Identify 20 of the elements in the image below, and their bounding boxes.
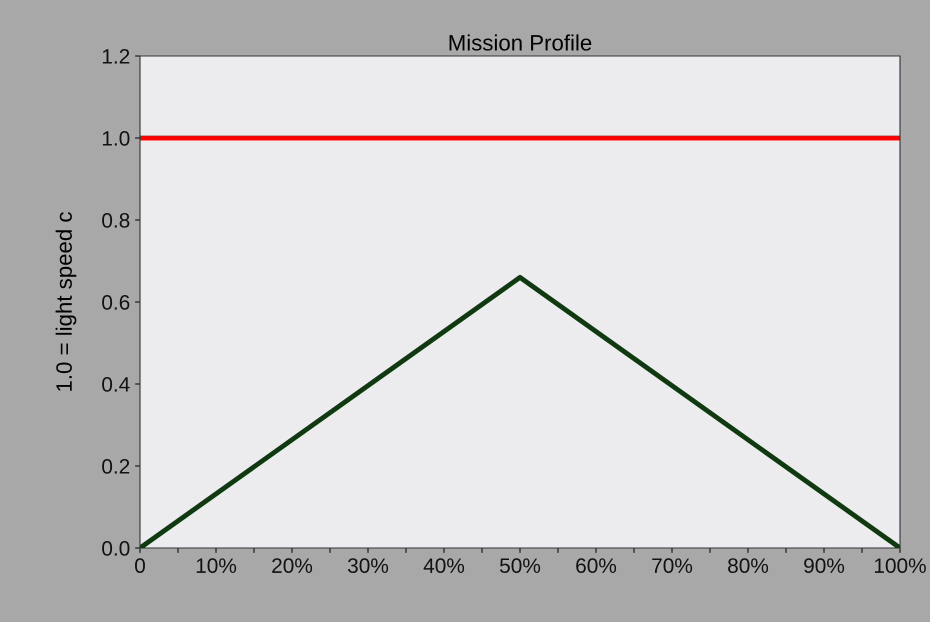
y-tick-label: 0.4 xyxy=(102,377,130,392)
x-tick-label: 50% xyxy=(500,558,540,574)
x-tick-label: 70% xyxy=(652,558,692,574)
y-tick-label: 1.0 xyxy=(102,131,130,146)
x-tick-label: 20% xyxy=(272,558,312,574)
y-tick-label: 0.8 xyxy=(102,213,130,228)
x-tick-label: 30% xyxy=(348,558,388,574)
x-tick-label: 0 xyxy=(135,558,145,574)
x-tick-label: 40% xyxy=(424,558,464,574)
x-tick-label: 10% xyxy=(196,558,236,574)
x-tick-label: 60% xyxy=(576,558,616,574)
y-tick-label: 0.0 xyxy=(102,541,130,556)
y-tick-label: 0.6 xyxy=(102,295,130,310)
y-tick-label: 1.2 xyxy=(102,49,130,64)
x-tick-label: 100% xyxy=(874,558,926,574)
y-tick-label: 0.2 xyxy=(102,459,130,474)
chart-title: Mission Profile xyxy=(450,34,592,51)
y-axis-title: 1.0 = light speed c xyxy=(56,212,76,391)
x-tick-label: 80% xyxy=(728,558,768,574)
x-tick-label: 90% xyxy=(804,558,844,574)
